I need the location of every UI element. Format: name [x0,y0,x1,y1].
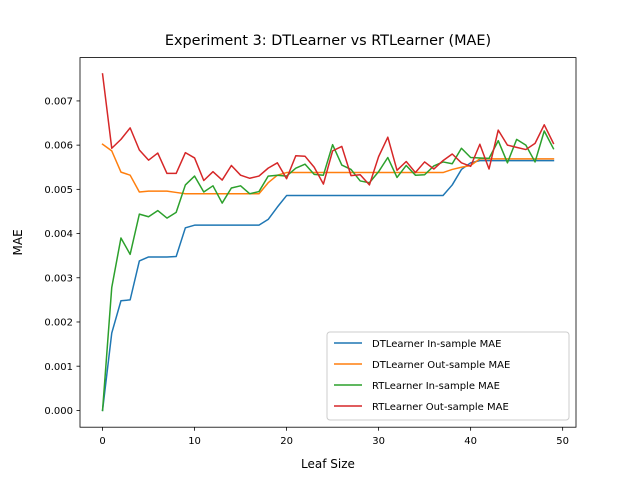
legend-label-3: RTLearner In-sample MAE [372,381,500,392]
legend-items: DTLearner In-sample MAE DTLearner Out-sam… [334,339,510,413]
axes-frame [79,57,577,428]
y-tick-label: 0.003 [44,273,73,284]
x-axis-ticks: 0 10 20 30 40 50 [99,427,569,447]
y-tick-label: 0.002 [44,318,73,329]
x-tick-label: 30 [372,436,385,447]
y-axis-label: MAE [11,229,25,255]
y-tick-label: 0.004 [44,229,73,240]
series-line-1 [101,159,555,412]
x-axis-label: Leaf Size [301,457,355,471]
y-tick-label: 0.006 [44,141,73,152]
y-tick-label: 0.007 [44,97,73,108]
y-tick-label: 0.005 [44,185,73,196]
legend-label-2: DTLearner Out-sample MAE [372,360,510,371]
series-line-3 [101,130,555,412]
y-tick-label: 0.000 [44,406,73,417]
y-tick-label: 0.001 [44,362,73,373]
series-layer [101,73,555,412]
legend-label-4: RTLearner Out-sample MAE [372,402,509,413]
series-line-2 [101,143,555,195]
x-tick-label: 20 [280,436,293,447]
legend-box [326,331,570,421]
x-tick-label: 0 [99,436,105,447]
legend: DTLearner In-sample MAE DTLearner Out-sam… [326,331,570,421]
y-axis-ticks: 0.000 0.001 0.002 0.003 0.004 0.005 0.006 0.007 [44,97,80,417]
x-tick-label: 50 [556,436,569,447]
x-tick-label: 10 [188,436,201,447]
chart-title: Experiment 3: DTLearner vs RTLearner (MA… [165,33,491,49]
x-tick-label: 40 [464,436,477,447]
legend-label-1: DTLearner In-sample MAE [372,339,501,350]
series-line-4 [101,73,555,186]
